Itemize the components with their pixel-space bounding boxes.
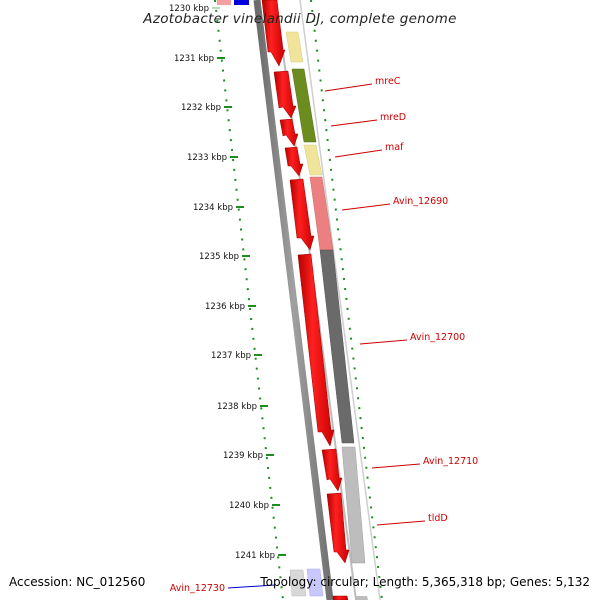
tick-label: 1236 kbp (205, 302, 245, 312)
gene-label[interactable]: Avin_12710 (423, 456, 478, 467)
gene-label[interactable]: maf (385, 142, 404, 153)
cog-segment-yellow (285, 31, 304, 63)
clipped-gene-gray (289, 569, 307, 597)
gene-label[interactable]: Avin_12730 (170, 583, 225, 594)
ruler-group (214, 0, 383, 600)
gene-leader-line (330, 119, 378, 127)
tick-label: 1237 kbp (211, 351, 251, 361)
map-title: Azotobacter vinelandii DJ, complete geno… (142, 11, 456, 27)
cog-segment-yellow (303, 144, 323, 176)
cog-segment-lightgray (355, 596, 368, 600)
cog-segment-pink (309, 176, 334, 251)
tick-label: 1235 kbp (199, 252, 239, 262)
tick-label: 1240 kbp (229, 501, 269, 511)
gene-leader-line (341, 203, 391, 211)
tick-label: 1230 kbp (169, 4, 209, 14)
backbone-line-outer-2 (299, 0, 381, 600)
gene-leader-line (324, 83, 373, 92)
gene-arrow[interactable] (321, 448, 343, 492)
gene-leader-line (376, 520, 426, 526)
clipped-gene-pink (217, 0, 231, 5)
gene-arrow[interactable] (297, 253, 335, 447)
top-clipped-genes (217, 0, 249, 5)
tick-label: 1239 kbp (223, 451, 263, 461)
gene-leader-line (334, 149, 383, 158)
ruler-line-right (310, 0, 383, 600)
tick-label: 1234 kbp (193, 203, 233, 213)
footer: Accession: NC_012560 Topology: circular;… (9, 575, 590, 589)
topology-text: Topology: circular; Length: 5,365,318 bp… (259, 575, 590, 589)
tick-layer: 1230 kbp 1231 kbp 1232 kbp 1233 kbp 1234 kbp… (169, 4, 286, 561)
cog-segment-darkgray (319, 249, 355, 444)
gene-arrow[interactable] (273, 70, 297, 119)
gene-arrow[interactable] (261, 0, 286, 67)
gene-label[interactable]: mreC (375, 76, 401, 87)
gene-track (261, 0, 350, 600)
gene-leader-line (371, 463, 421, 469)
bottom-clipped-genes (289, 568, 324, 597)
gene-arrow[interactable] (289, 178, 315, 251)
cog-track (285, 31, 368, 600)
gene-arrow[interactable] (279, 118, 299, 147)
gene-leader-line (227, 584, 276, 589)
tick-label: 1238 kbp (217, 402, 257, 412)
cog-segment-olive (291, 68, 317, 143)
gene-label[interactable]: tldD (428, 513, 448, 524)
backbone-line (253, 0, 334, 600)
gene-arrow[interactable] (326, 492, 350, 564)
tick-label: 1233 kbp (187, 153, 227, 163)
tick-label: 1241 kbp (235, 551, 275, 561)
clipped-gene-lavender (306, 568, 324, 597)
gene-label[interactable]: Avin_12690 (393, 196, 448, 207)
clipped-gene-blue (234, 0, 249, 5)
ruler-line-left (214, 0, 284, 600)
gene-label[interactable]: mreD (380, 112, 406, 123)
gene-arrow[interactable] (284, 146, 304, 177)
gene-label[interactable]: Avin_12700 (410, 332, 465, 343)
tick-label: 1232 kbp (181, 103, 221, 113)
gene-leader-line (359, 339, 408, 345)
gene-label-layer: mreC mreD maf Avin_12690 Avin_12700 Avin_1271… (170, 76, 478, 594)
accession-text: Accession: NC_012560 (9, 575, 145, 589)
cog-segment-lightgray (341, 446, 366, 564)
gene-arrow[interactable] (332, 595, 349, 600)
backbone-group (253, 0, 381, 600)
tick-label: 1231 kbp (174, 54, 214, 64)
